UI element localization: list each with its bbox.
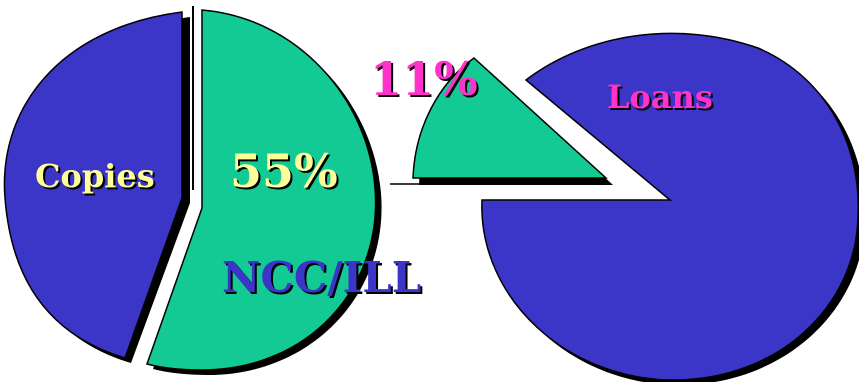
labels: Copies Copies 55% 55% NCC/ILL NCC/ILL 11…	[35, 52, 715, 304]
label-11: 11%	[370, 52, 478, 106]
left-pie	[3, 6, 382, 375]
label-copies: Copies	[35, 157, 155, 195]
label-loans-shadow: Loans	[609, 80, 715, 118]
label-ncc-ill: NCC/ILL	[222, 253, 421, 302]
label-copies-shadow: Copies	[37, 159, 157, 197]
label-loans: Loans	[607, 78, 713, 116]
label-55: 55%	[230, 144, 338, 198]
slice-ncc-ill	[146, 9, 377, 371]
label-55-shadow: 55%	[232, 146, 340, 200]
slice-copies	[3, 11, 183, 359]
slice-11	[412, 57, 608, 179]
label-11-shadow: 11%	[372, 54, 480, 108]
label-ncc-ill-shadow: NCC/ILL	[224, 255, 423, 304]
slice-loans	[481, 32, 859, 381]
right-pie	[390, 32, 859, 382]
